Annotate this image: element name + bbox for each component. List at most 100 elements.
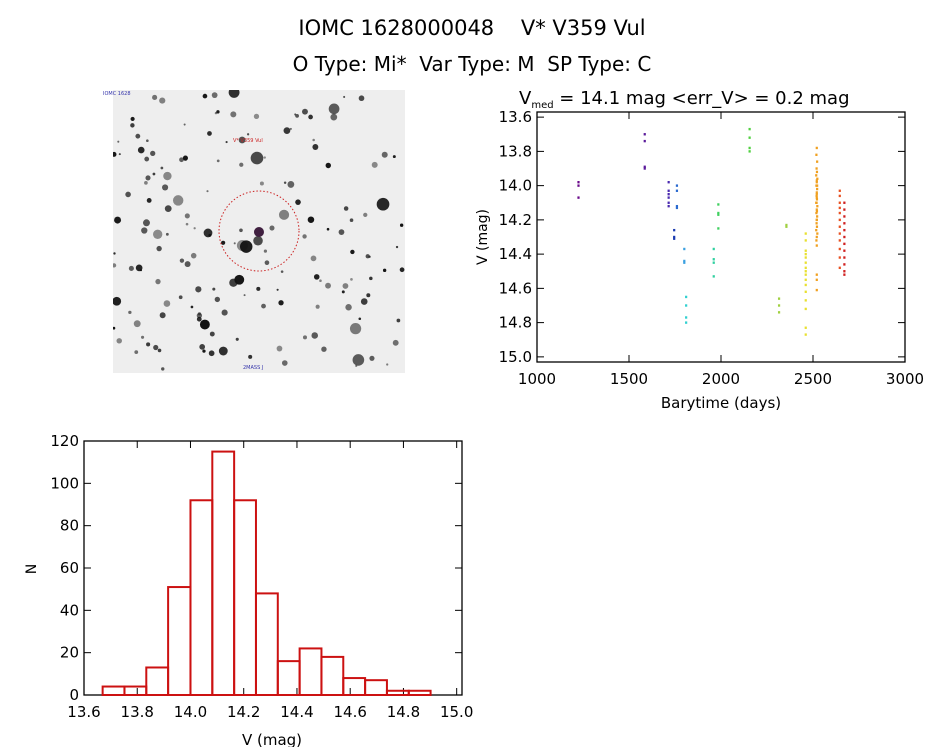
lightcurve-point [804,326,807,329]
lightcurve-point [838,218,841,222]
histogram-y-tick-label: 40 [60,601,79,619]
star-dot [399,267,405,273]
target-star [254,227,264,237]
star-dot [287,181,295,188]
star-dot [225,140,228,144]
star-dot [216,110,220,114]
histogram-axes-frame [83,440,463,696]
lightcurve-point [843,228,846,232]
star-dot [193,227,196,230]
star-dot [234,274,245,285]
star-dot [350,249,355,255]
lightcurve-point [685,316,688,319]
star-dot [134,350,139,355]
star-dot [256,286,261,291]
star-dot [376,197,390,211]
lightcurve-point [683,261,686,264]
star-dot [302,234,307,239]
star-dot [355,364,358,367]
lightcurve-point [785,225,788,228]
lightcurve-point [643,139,646,143]
lightcurve-y-tick-label: 14.4 [499,245,532,263]
star-dot [239,162,244,167]
lightcurve-point [804,249,807,252]
star-dot [153,344,159,351]
lightcurve-point [838,201,841,204]
histogram-xlabel: V (mag) [242,731,302,747]
lightcurve-point [843,208,846,211]
lightcurve-point [815,208,818,211]
star-dot [369,355,375,361]
lightcurve-point [667,189,670,192]
star-dot [159,312,166,319]
lightcurve-point [785,223,788,227]
star-dot [382,268,387,273]
star-dot [311,332,318,339]
star-dot [116,338,122,344]
lightcurve-point [643,133,646,136]
star-dot [399,223,404,227]
star-dot [183,123,186,126]
histogram-bar [254,592,279,697]
star-dot [396,318,401,323]
star-dot [253,113,260,119]
target-circle [218,190,300,272]
star-dot [163,171,172,181]
lightcurve-point [815,181,818,184]
star-dot [248,354,253,359]
lightcurve-point [815,192,818,196]
lightcurve-point [804,299,807,302]
chart-title: IOMC 1628000048 V* V359 Vul [298,16,646,40]
histogram-bar [298,647,323,697]
histogram-x-tick-label: 15.0 [440,703,473,721]
star-dot [289,127,292,130]
lightcurve-point [838,189,841,192]
lightcurve-x-tick-label: 2500 [794,370,832,388]
star-dot [312,138,315,142]
star-dot [295,114,299,118]
star-dot [184,261,191,268]
lightcurve-point [685,321,688,324]
star-dot [190,305,194,309]
lightcurve-y-tick-label: 14.6 [499,279,532,297]
star-dot [276,288,279,291]
lightcurve-point [804,256,807,259]
histogram-ylabel: N [24,564,40,574]
lightcurve-y-tick-label: 15.0 [499,348,532,366]
lightcurve-point [667,196,670,199]
lightcurve-point [843,242,846,246]
star-dot [155,278,161,285]
star-dot [164,205,172,213]
star-dot [162,184,169,191]
star-dot [202,93,208,99]
lightcurve-point [683,247,686,251]
star-dot [214,296,221,303]
lightcurve-point [815,278,818,282]
star-dot [190,252,197,259]
star-dot [349,323,362,335]
lightcurve-point [816,232,819,235]
lightcurve-point [717,227,720,230]
lightcurve-point [816,177,819,180]
star-dot [141,335,145,339]
lightcurve-point [838,211,841,215]
star-dot [216,159,220,163]
star-dot [283,127,291,134]
star-dot [345,303,352,311]
star-dot [343,95,346,98]
histogram-bar [189,499,214,696]
star-dot [130,123,135,128]
finder-chart-svg [113,90,405,371]
lightcurve-point [815,167,818,170]
lightcurve-point [804,283,807,287]
star-dot [182,155,188,161]
lightcurve-point [843,263,846,266]
lightcurve-point [815,210,819,213]
histogram-y-tick-label: 0 [69,686,79,704]
star-dot [328,103,340,115]
lightcurve-point [748,127,751,131]
finder-chart-image: IOMC 1628 V* V359 Vul 2MASS J [103,90,405,373]
histogram-bar [167,586,192,696]
star-dot [278,300,284,306]
lightcurve-point [815,235,818,239]
